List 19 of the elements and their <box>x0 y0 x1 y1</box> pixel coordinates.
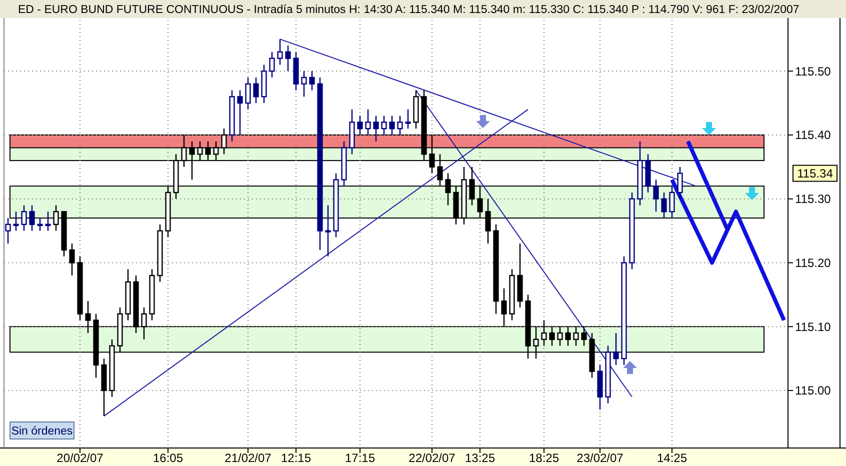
y-tick-label: 115.00 <box>795 384 832 398</box>
annotation: Sin órdenes <box>11 426 73 438</box>
y-tick-label: 115.30 <box>795 192 832 206</box>
chart-title: ED - EURO BUND FUTURE CONTINUOUS - Intradía 5 minutos H: 14:30 A: 115.340 M: 115.340 m: 115.330 C: 115.340 P : 114.790 V: 961 F: 23/02/2007 <box>18 4 800 16</box>
x-tick-label: 14:25 <box>656 451 688 465</box>
x-tick-label: 21/02/07 <box>224 451 272 465</box>
x-tick-label: 20/02/07 <box>56 451 104 465</box>
y-tick-label: 115.20 <box>795 256 832 270</box>
x-tick-label: 13:25 <box>464 451 496 465</box>
x-tick-label: 18:25 <box>528 451 560 465</box>
x-tick-label: 23/02/07 <box>576 451 624 465</box>
text: 115.34 <box>797 166 834 181</box>
y-tick-label: 115.40 <box>795 128 832 142</box>
x-tick-label: 12:15 <box>280 451 312 465</box>
x-tick-label: 17:15 <box>344 451 376 465</box>
y-tick-label: 115.50 <box>795 64 832 78</box>
x-tick-label: 22/02/07 <box>408 451 456 465</box>
x-tick-label: 16:05 <box>152 451 184 465</box>
y-tick-label: 115.10 <box>795 320 832 334</box>
